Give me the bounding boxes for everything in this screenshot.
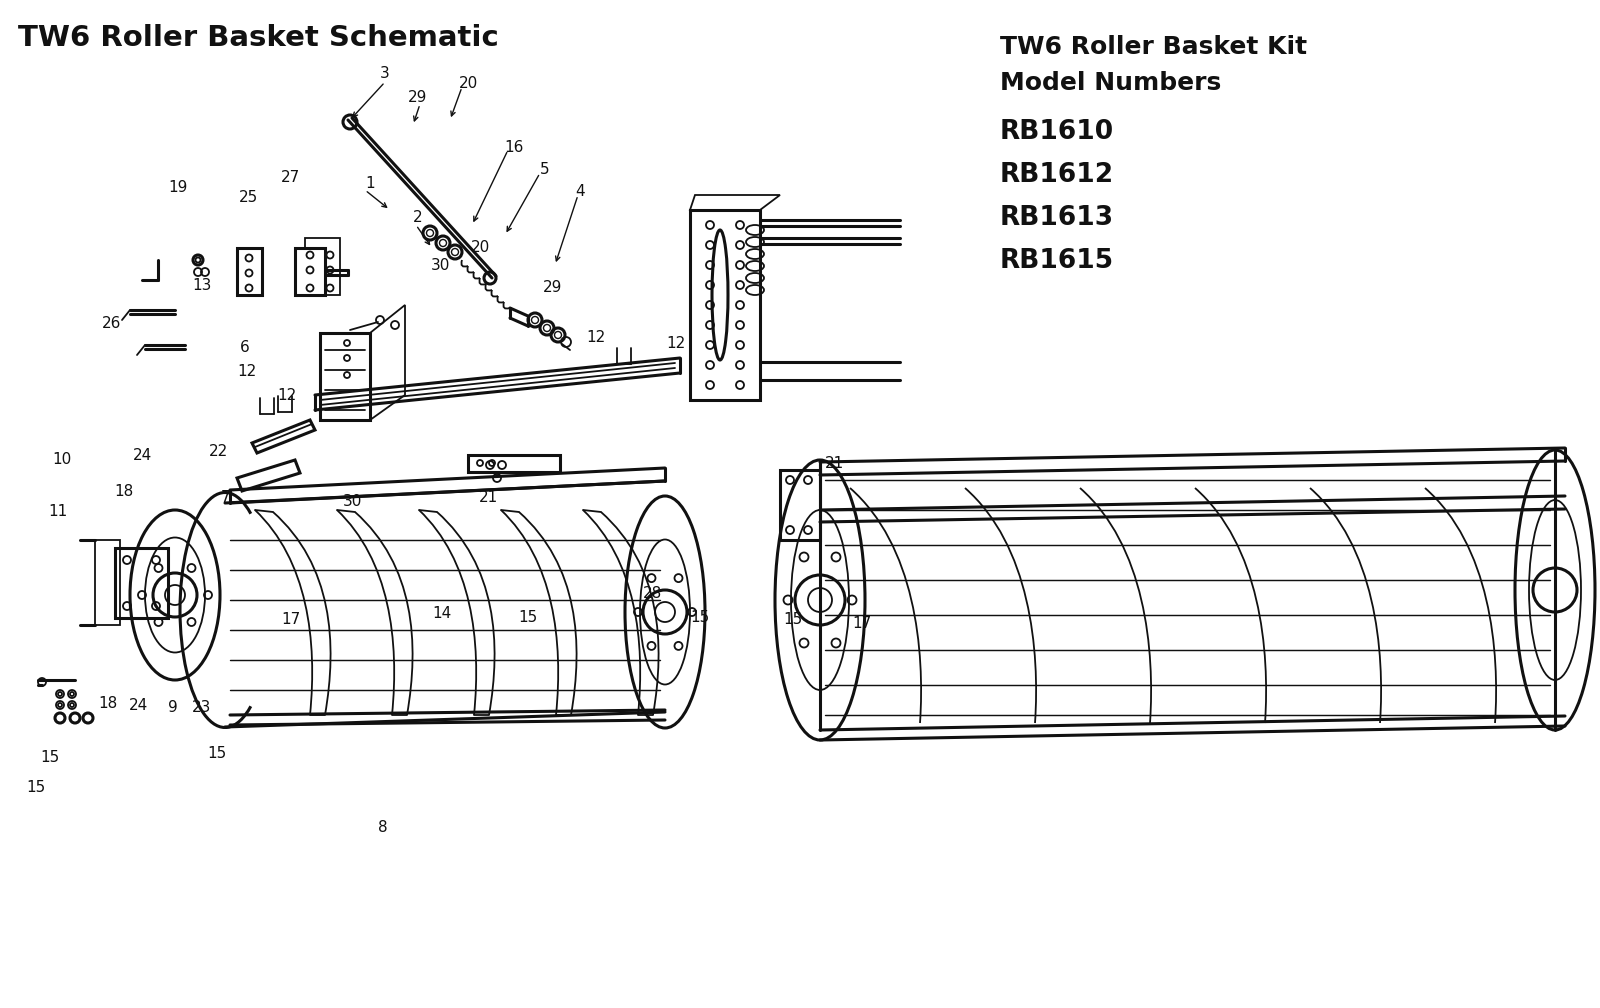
Text: 15: 15 [784, 613, 803, 628]
Text: 13: 13 [192, 277, 211, 292]
Text: RB1615: RB1615 [1000, 248, 1114, 274]
Text: 21: 21 [826, 456, 845, 471]
Text: 26: 26 [102, 316, 122, 331]
Text: 28: 28 [642, 586, 662, 601]
Text: 7: 7 [221, 491, 230, 505]
Text: 6: 6 [240, 341, 250, 356]
Text: 9: 9 [168, 700, 178, 715]
Text: 10: 10 [53, 453, 72, 468]
Text: 1: 1 [365, 175, 374, 191]
Text: TW6 Roller Basket Schematic: TW6 Roller Basket Schematic [18, 24, 499, 52]
Text: RB1613: RB1613 [1000, 205, 1114, 231]
Text: 12: 12 [666, 336, 686, 351]
Text: 15: 15 [690, 611, 710, 626]
Text: 5: 5 [541, 162, 550, 177]
Text: 27: 27 [280, 170, 299, 185]
Text: 2: 2 [413, 211, 422, 226]
Text: RB1610: RB1610 [1000, 119, 1114, 145]
Text: 11: 11 [48, 504, 67, 519]
Text: RB1612: RB1612 [1000, 162, 1114, 188]
Text: 20: 20 [470, 241, 490, 255]
Text: 20: 20 [458, 76, 478, 91]
Text: 29: 29 [408, 91, 427, 106]
Text: 15: 15 [208, 746, 227, 760]
Text: 23: 23 [192, 700, 211, 715]
Text: 8: 8 [378, 821, 387, 836]
Text: Model Numbers: Model Numbers [1000, 71, 1221, 95]
Text: 24: 24 [128, 698, 147, 713]
Text: 17: 17 [282, 613, 301, 628]
Text: 3: 3 [381, 66, 390, 81]
Text: 25: 25 [238, 190, 258, 205]
Text: 18: 18 [114, 485, 134, 500]
Text: 12: 12 [237, 365, 256, 379]
Text: 21: 21 [478, 491, 498, 505]
Text: 12: 12 [277, 387, 296, 402]
Text: 30: 30 [430, 257, 450, 272]
Text: 15: 15 [40, 751, 59, 765]
Text: 14: 14 [432, 606, 451, 621]
Text: 24: 24 [133, 448, 152, 463]
Text: 19: 19 [168, 180, 187, 196]
Text: 18: 18 [98, 696, 118, 711]
Text: 16: 16 [504, 139, 523, 154]
Text: 15: 15 [26, 780, 46, 795]
Text: TW6 Roller Basket Kit: TW6 Roller Basket Kit [1000, 35, 1307, 59]
Text: 4: 4 [574, 184, 586, 200]
Text: 22: 22 [208, 445, 227, 460]
Text: 15: 15 [518, 611, 538, 626]
Text: 17: 17 [853, 616, 872, 630]
Text: 29: 29 [544, 279, 563, 294]
Text: 12: 12 [586, 330, 606, 345]
Text: 30: 30 [344, 495, 363, 509]
